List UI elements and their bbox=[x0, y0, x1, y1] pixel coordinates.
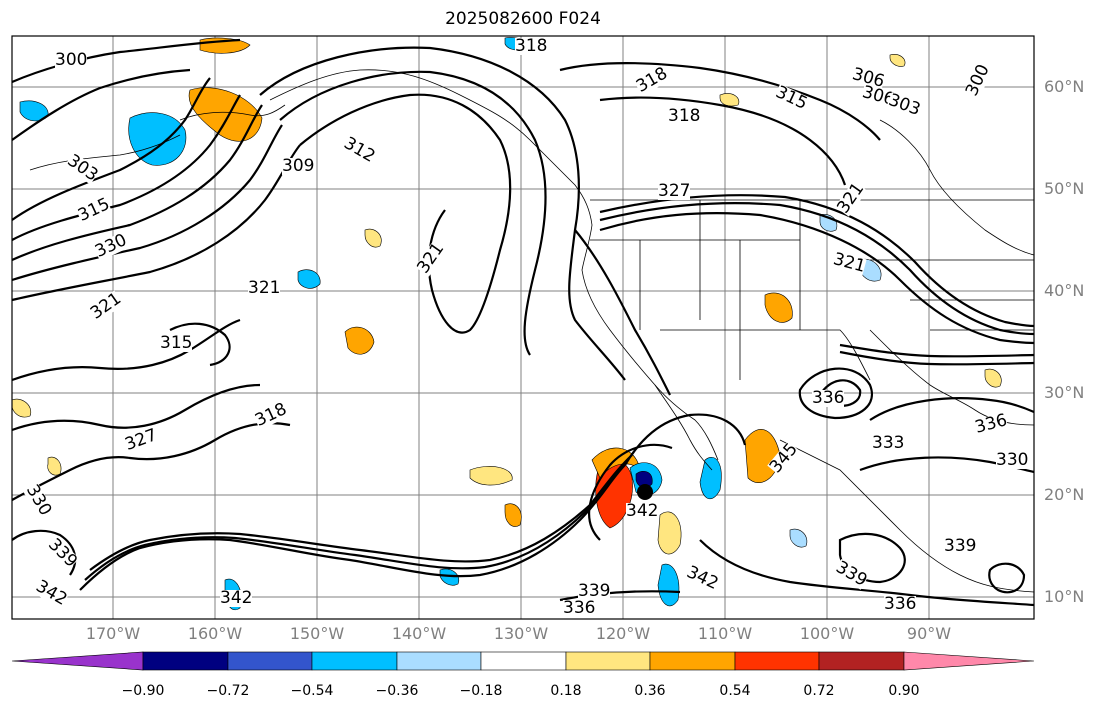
colorbar-segment bbox=[142, 651, 229, 671]
longitude-label: 150°W bbox=[289, 624, 345, 643]
contour-label: 336 bbox=[884, 594, 917, 614]
contour-label: 300 bbox=[55, 50, 88, 70]
colorbar-tick-label: −0.72 bbox=[206, 683, 250, 699]
map-title: 2025082600 F024 bbox=[445, 9, 601, 29]
colorbar-segment bbox=[311, 651, 398, 671]
longitude-label: 110°W bbox=[697, 624, 753, 643]
longitude-label: 120°W bbox=[595, 624, 651, 643]
contour-label: 327 bbox=[658, 181, 691, 201]
contour-label: 330 bbox=[996, 450, 1029, 470]
longitude-label: 170°W bbox=[85, 624, 141, 643]
contour-lines bbox=[11, 38, 1035, 607]
colorbar-segment bbox=[565, 651, 651, 671]
colorbar-tick-label: −0.54 bbox=[290, 683, 334, 699]
longitude-label: 100°W bbox=[799, 624, 855, 643]
colorbar-extend-high bbox=[903, 651, 1035, 671]
longitude-label: 140°W bbox=[391, 624, 447, 643]
colorbar-tick-label: −0.36 bbox=[375, 683, 419, 699]
colorbar-tick-label: 0.18 bbox=[550, 683, 582, 699]
contour-label: 342 bbox=[626, 501, 659, 521]
colorbar-segment bbox=[649, 651, 736, 671]
colorbar-tick-label: 0.54 bbox=[719, 683, 751, 699]
contour-label: 336 bbox=[812, 388, 845, 408]
contour-label: 342 bbox=[220, 588, 253, 608]
contour-label: 321 bbox=[248, 278, 281, 298]
latitude-label: 10°N bbox=[1044, 587, 1085, 606]
contour-label: 315 bbox=[160, 333, 193, 353]
latitude-label: 20°N bbox=[1044, 485, 1085, 504]
map-border bbox=[11, 35, 1035, 620]
colorbar bbox=[11, 651, 1035, 671]
latitude-label: 50°N bbox=[1044, 179, 1085, 198]
contour-label: 309 bbox=[282, 156, 315, 176]
contour-label: 336 bbox=[563, 598, 596, 618]
latitude-label: 40°N bbox=[1044, 281, 1085, 300]
contour-label: 318 bbox=[668, 106, 701, 126]
shaded-field bbox=[11, 37, 1002, 611]
colorbar-tick-label: −0.90 bbox=[121, 683, 165, 699]
colorbar-segment bbox=[818, 651, 905, 671]
colorbar-segment bbox=[480, 651, 567, 671]
contour-label: 339 bbox=[578, 581, 611, 601]
contour-label: 339 bbox=[944, 536, 977, 556]
latitude-label: 30°N bbox=[1044, 383, 1085, 402]
latitude-label: 60°N bbox=[1044, 77, 1085, 96]
colorbar-segment bbox=[396, 651, 482, 671]
longitude-label: 130°W bbox=[493, 624, 549, 643]
longitude-label: 160°W bbox=[187, 624, 243, 643]
colorbar-segment bbox=[227, 651, 313, 671]
colorbar-segment bbox=[734, 651, 820, 671]
contour-label: 333 bbox=[872, 433, 905, 453]
colorbar-tick-label: 0.72 bbox=[803, 683, 835, 699]
colorbar-tick-label: 0.90 bbox=[888, 683, 920, 699]
longitude-label: 90°W bbox=[906, 624, 952, 643]
colorbar-tick-label: 0.36 bbox=[634, 683, 666, 699]
contour-label: 318 bbox=[515, 36, 548, 56]
colorbar-tick-label: −0.18 bbox=[459, 683, 503, 699]
colorbar-extend-low bbox=[11, 651, 144, 671]
